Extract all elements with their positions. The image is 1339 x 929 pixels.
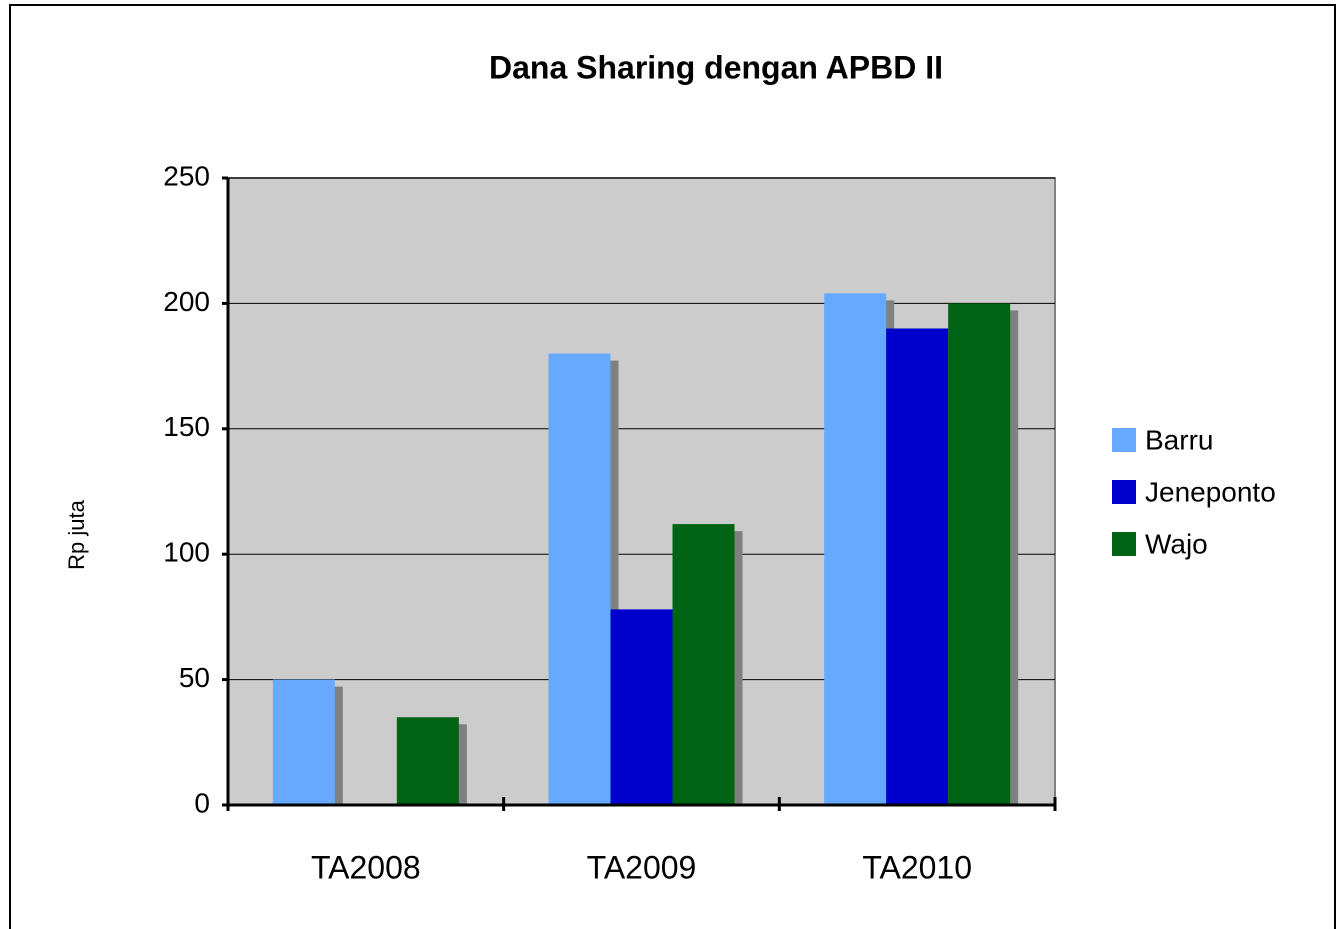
y-tick-label: 100 — [163, 537, 210, 568]
legend-swatch — [1112, 428, 1136, 452]
bar — [948, 303, 1011, 805]
frame — [9, 4, 1336, 929]
bar — [548, 353, 611, 805]
bar — [610, 609, 673, 805]
legend-swatch — [1112, 480, 1136, 504]
legend-label: Jeneponto — [1145, 476, 1276, 507]
x-tick-label: TA2010 — [862, 849, 972, 885]
y-tick-label: 250 — [163, 160, 210, 191]
x-tick-label: TA2008 — [311, 849, 421, 885]
chart-title: Dana Sharing dengan APBD II — [489, 49, 943, 85]
legend-label: Barru — [1145, 424, 1213, 455]
legend-label: Wajo — [1145, 528, 1208, 559]
y-axis-label: Rp juta — [64, 499, 89, 569]
bar — [396, 717, 459, 805]
y-tick-label: 200 — [163, 286, 210, 317]
bar — [886, 328, 949, 805]
bar — [272, 679, 335, 805]
bar — [824, 293, 887, 805]
x-tick-label: TA2009 — [587, 849, 697, 885]
legend-swatch — [1112, 532, 1136, 556]
y-tick-label: 50 — [179, 662, 210, 693]
y-tick-label: 150 — [163, 411, 210, 442]
y-tick-label: 0 — [194, 787, 210, 818]
bar — [672, 524, 735, 805]
